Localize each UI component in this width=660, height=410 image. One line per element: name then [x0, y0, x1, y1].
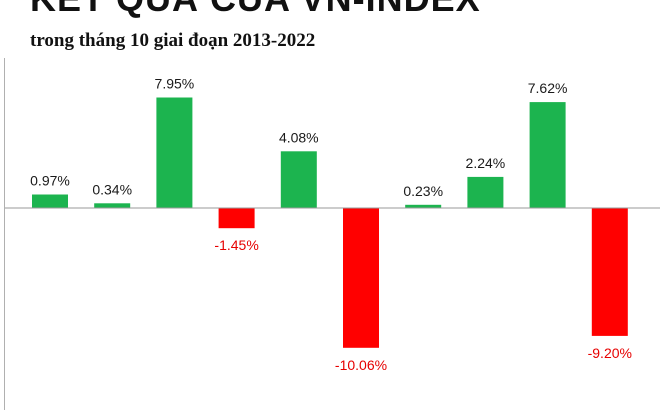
data-label-2015: 7.95% — [155, 76, 195, 92]
bar-2019 — [405, 204, 442, 208]
bar-2015 — [156, 97, 193, 208]
bar-2021 — [529, 102, 566, 208]
bar-2022 — [591, 208, 628, 336]
chart-border — [4, 58, 5, 410]
data-label-2013: 0.97% — [30, 173, 70, 189]
data-labels-group: 0.97% 0.34% 7.95% -1.45% 4.08% -10.06% 0.23% 2.… — [30, 76, 632, 373]
bar-2016 — [218, 208, 255, 229]
bar-2013 — [32, 194, 68, 208]
data-label-2019: 0.23% — [403, 183, 443, 199]
bars-group — [32, 97, 628, 348]
data-label-2021: 7.62% — [528, 80, 568, 96]
chart-subtitle: trong tháng 10 giai đoạn 2013-2022 — [30, 30, 316, 51]
data-label-2020: 2.24% — [466, 155, 506, 171]
data-label-2018: -10.06% — [335, 357, 387, 373]
bar-2017 — [280, 151, 317, 208]
bar-2020 — [467, 176, 504, 208]
data-label-2022: -9.20% — [588, 345, 632, 361]
bar-2014 — [94, 203, 131, 208]
data-label-2017: 4.08% — [279, 129, 319, 145]
data-label-2016: -1.45% — [214, 237, 258, 253]
bar-2018 — [343, 208, 379, 348]
data-label-2014: 0.34% — [92, 181, 132, 197]
chart-title: KẾT QUẢ CỦA VN-INDEX — [30, 0, 481, 20]
